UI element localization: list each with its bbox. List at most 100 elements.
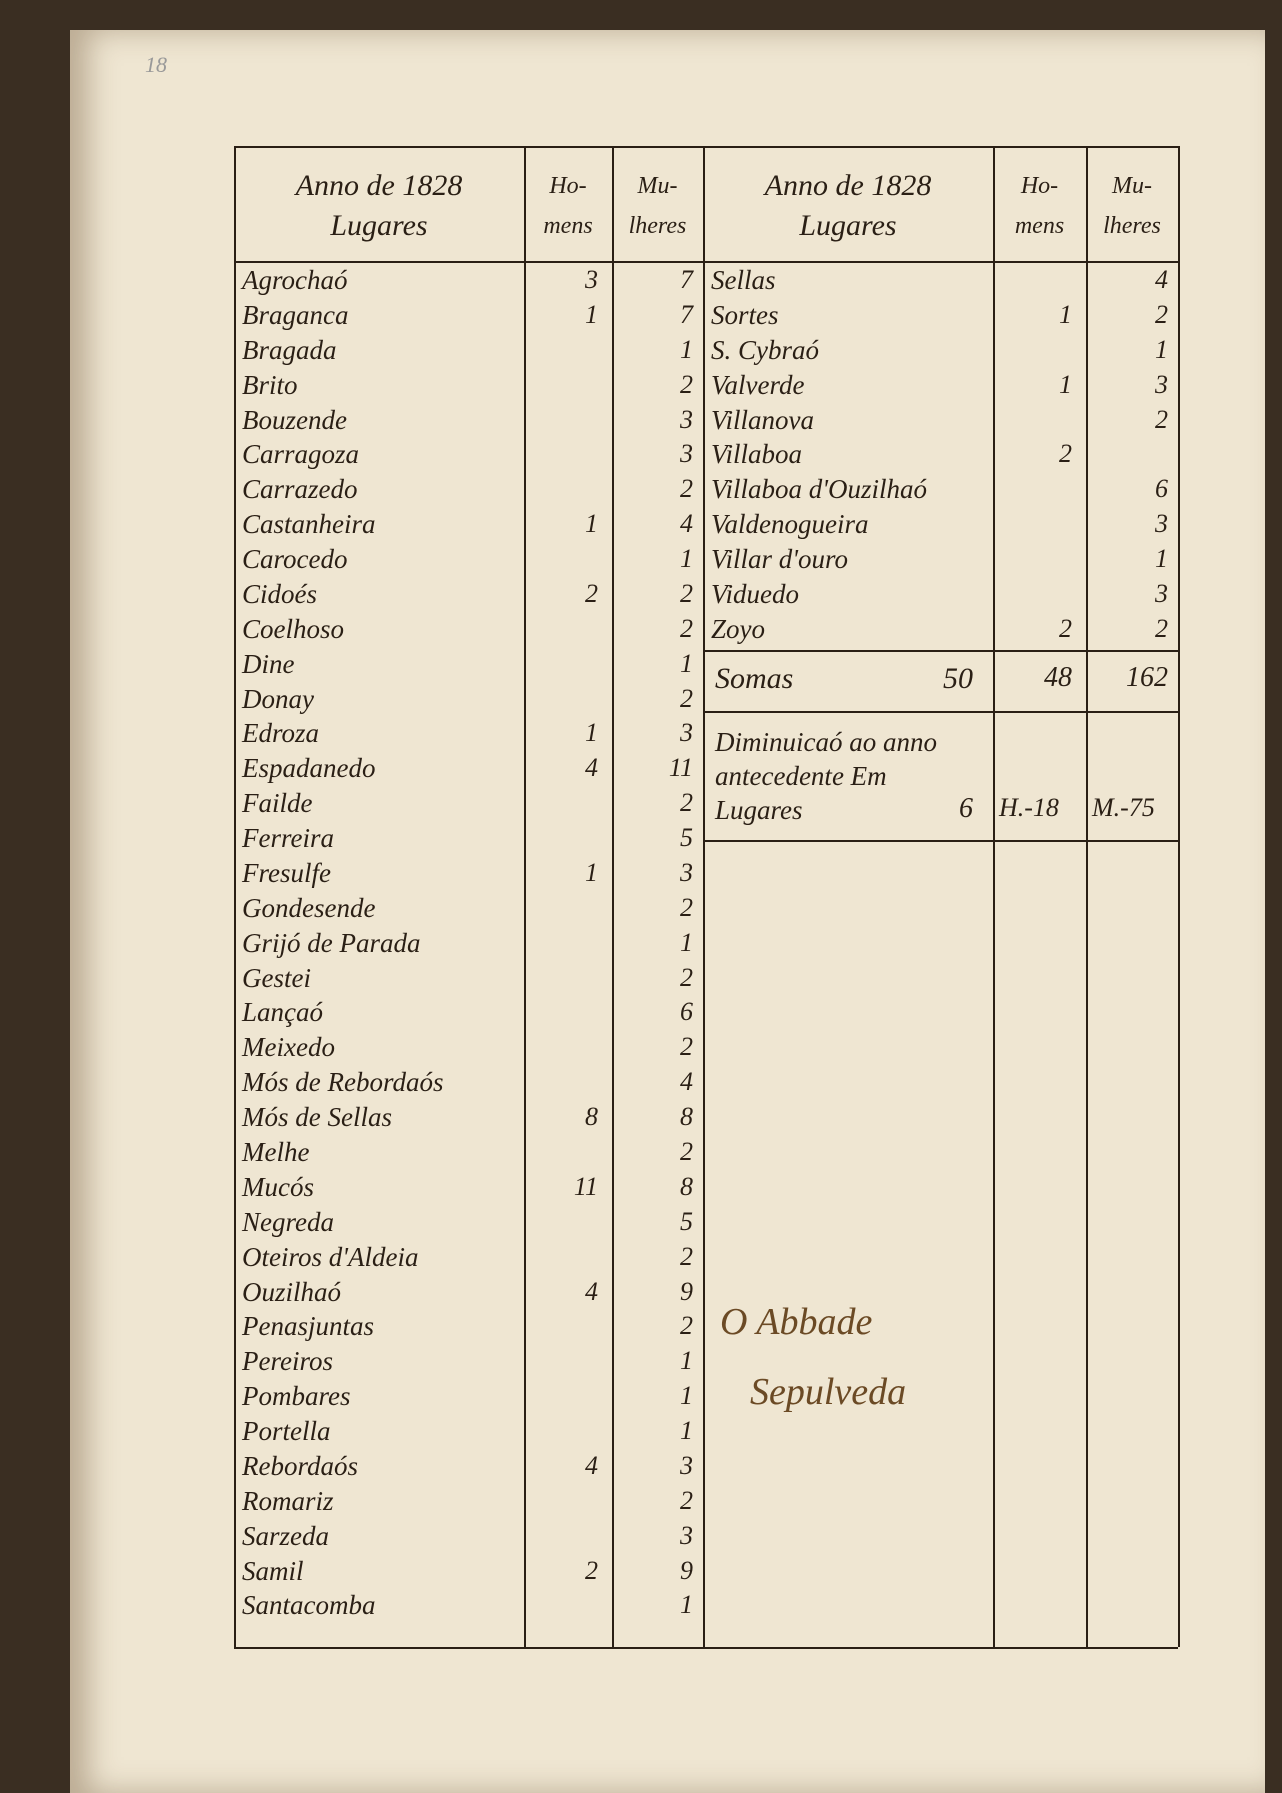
rule [234, 146, 236, 1647]
page-number: 18 [145, 52, 167, 77]
totals-mulheres: 162 [1126, 662, 1168, 693]
mulheres-count: 2 [1155, 613, 1168, 643]
mulheres-count: 2 [1155, 404, 1168, 434]
mulheres-count: 3 [680, 1450, 693, 1480]
mulheres-count: 2 [680, 892, 693, 922]
mulheres-count: 2 [680, 1136, 693, 1166]
place: Agrochaó [242, 265, 348, 295]
place: Zoyo [711, 613, 765, 644]
place: Santacomba [242, 1590, 376, 1621]
place: Ouzilhaó [242, 1276, 342, 1307]
mulheres-count: 2 [680, 1485, 693, 1515]
mulheres-count: 1 [680, 334, 693, 364]
homens-count: 4 [585, 1450, 598, 1480]
header-mulheres: Mu-lheres [628, 173, 687, 239]
mulheres-count: 3 [1155, 578, 1168, 608]
place: Pombares [242, 1381, 351, 1412]
mulheres-count: 3 [680, 718, 693, 748]
homens-count: 2 [1059, 613, 1072, 643]
mulheres-count: 8 [680, 1102, 693, 1132]
mulheres-count: 1 [680, 1590, 693, 1620]
signature-line2: Sepulveda [750, 1371, 907, 1413]
homens-count: 1 [585, 509, 598, 539]
mulheres-count: 1 [680, 648, 693, 678]
place: Portella [242, 1416, 331, 1447]
mulheres-count: 2 [680, 474, 693, 504]
rule [993, 146, 995, 1647]
page [70, 30, 1265, 1793]
place: Grijó de Parada [242, 927, 421, 958]
rule [703, 840, 1178, 842]
mulheres-count: 2 [1155, 299, 1168, 329]
place: Villanova [711, 404, 814, 435]
place: Valdenogueira [711, 509, 869, 540]
place: Pereiros [242, 1346, 333, 1377]
rule [1178, 146, 1180, 1647]
header-mulheres: Mu-lheres [1103, 173, 1161, 239]
header-homens: Ho-mens [1014, 173, 1065, 239]
mulheres-count: 2 [680, 613, 693, 643]
mulheres-count: 1 [680, 1346, 693, 1376]
rule [703, 711, 1178, 713]
mulheres-count: 7 [680, 265, 693, 294]
mulheres-count: 2 [680, 962, 693, 992]
mulheres-count: 4 [680, 509, 693, 539]
place: Oteiros d'Aldeia [242, 1241, 419, 1272]
place: Penasjuntas [242, 1311, 374, 1342]
place: Gondesende [242, 892, 376, 923]
mulheres-count: 3 [680, 439, 693, 469]
mulheres-count: 1 [1155, 334, 1168, 364]
place: Bragada [242, 334, 337, 365]
place: Dine [242, 648, 295, 679]
homens-count: 2 [585, 578, 598, 608]
mulheres-count: 2 [680, 1241, 693, 1271]
place: Romariz [242, 1485, 334, 1516]
place: Viduedo [711, 578, 799, 609]
place: Mucós [242, 1171, 314, 1202]
place: Edroza [242, 718, 320, 749]
mulheres-count: 1 [680, 1416, 693, 1446]
mulheres-count: 2 [680, 788, 693, 818]
rule [524, 146, 526, 1647]
place: Negreda [242, 1206, 334, 1237]
mulheres-count: 3 [1155, 369, 1168, 399]
homens-count: 3 [585, 265, 598, 294]
place: Lançaó [242, 997, 323, 1028]
mulheres-count: 1 [680, 1381, 693, 1411]
place: Cidoés [242, 578, 318, 609]
place: Bouzende [242, 404, 347, 435]
homens-count: 8 [585, 1102, 598, 1132]
mulheres-count: 6 [680, 997, 693, 1027]
header-homens: Ho-mens [543, 173, 593, 239]
rule [612, 146, 614, 1647]
homens-count: 1 [1059, 369, 1072, 399]
place: Brito [242, 369, 298, 400]
totals-label: Somas [715, 662, 794, 695]
difference-lugares: 6 [959, 793, 973, 824]
totals-homens: 48 [1044, 662, 1072, 693]
place: Carocedo [242, 544, 348, 575]
mulheres-count: 1 [680, 927, 693, 957]
mulheres-count: 1 [680, 544, 693, 574]
place: Donay [242, 683, 314, 714]
rule [234, 1647, 1178, 1649]
place: Castanheira [242, 509, 376, 540]
homens-count: 2 [585, 1555, 598, 1585]
place: Villaboa d'Ouzilhaó [711, 474, 928, 505]
rule [703, 146, 705, 1647]
mulheres-count: 3 [680, 857, 693, 887]
homens-count: 2 [1059, 439, 1072, 469]
homens-count: 1 [1059, 299, 1072, 329]
mulheres-count: 2 [680, 369, 693, 399]
mulheres-count: 9 [680, 1555, 693, 1585]
place: Carrazedo [242, 474, 358, 505]
place: Sortes [711, 299, 779, 330]
place: Coelhoso [242, 613, 345, 644]
mulheres-count: 4 [1155, 265, 1168, 294]
rule [1086, 146, 1088, 1647]
difference-homens: H.-18 [999, 793, 1059, 822]
mulheres-count: 6 [1155, 474, 1168, 504]
difference-mulheres: M.-75 [1092, 793, 1155, 822]
mulheres-count: 9 [680, 1276, 693, 1306]
place: Rebordaós [242, 1450, 358, 1481]
